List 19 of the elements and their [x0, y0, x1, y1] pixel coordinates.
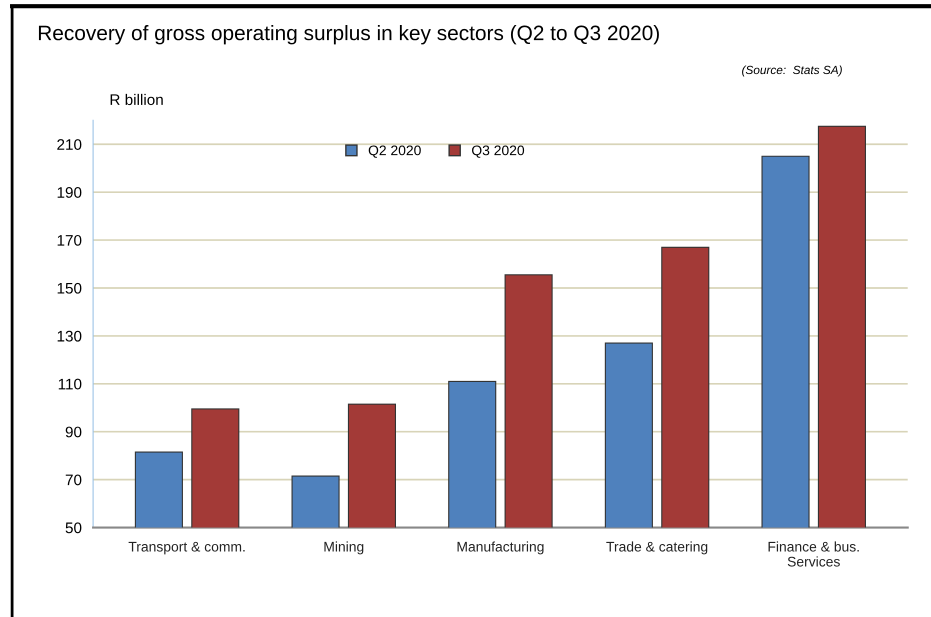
y-tick-label: 110: [58, 378, 82, 390]
text: (Source: Stats SA): [742, 65, 842, 76]
y-tick-label: 190: [58, 187, 82, 198]
x-tick-label: Trade & catering: [606, 541, 708, 554]
y-tick-label: 130: [58, 330, 82, 342]
y-tick-label: 70: [66, 474, 82, 486]
x-tick-label: Transport & comm.: [128, 542, 245, 554]
y-tick-label: 150: [58, 282, 82, 294]
x-tick-label: Mining: [324, 541, 364, 554]
legend-label: Q2 2020: [368, 145, 421, 158]
y-tick-label: 50: [66, 522, 82, 534]
y-tick-label: 170: [58, 234, 82, 246]
y-tick-label: 90: [66, 426, 82, 438]
x-tick-label: Finance & bus. Services: [768, 541, 859, 567]
legend-label: Q3 2020: [472, 145, 524, 158]
x-tick-label: Manufacturing: [458, 541, 544, 554]
y-tick-label: 210: [57, 139, 82, 150]
chart-title: Recovery of gross operating surplus in key sectors (Q2 to Q3 2020): [38, 25, 659, 44]
y-axis-title: R billion: [110, 94, 163, 106]
